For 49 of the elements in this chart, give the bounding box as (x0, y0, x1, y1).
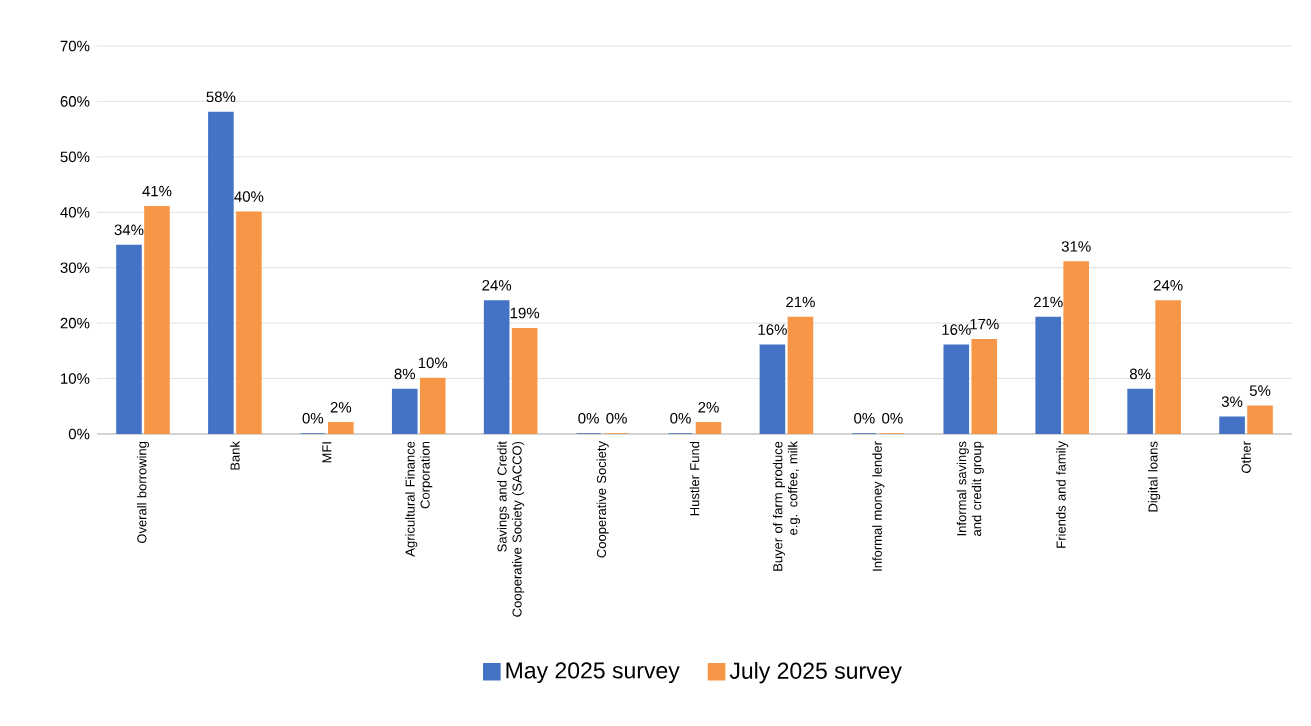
data-label: 16% (758, 324, 787, 335)
data-label: 0% (670, 412, 691, 424)
y-tick-label: 70% (60, 40, 90, 52)
x-tick-label: Buyer of farm produce e.g. coffee, milk (772, 441, 800, 571)
y-tick-label: 20% (60, 317, 90, 329)
data-label: 21% (786, 296, 815, 308)
data-label: 58% (206, 91, 236, 103)
data-label: 34% (114, 224, 144, 236)
y-tick-label: 60% (60, 96, 90, 107)
data-label: 2% (698, 401, 719, 413)
data-label: 10% (418, 357, 448, 369)
x-tick-label: Savings and Credit Cooperative Society (SACCO) (497, 441, 525, 617)
y-tick-label: 30% (60, 262, 90, 274)
x-tick-label: Informal money lender (872, 441, 885, 571)
data-label: 16% (942, 324, 971, 335)
y-tick-label: 50% (60, 151, 90, 163)
data-label: 17% (970, 318, 999, 330)
x-tick-label: MFI (322, 442, 332, 463)
legend-label: May 2025 survey (506, 662, 680, 684)
x-tick-label: Hustler Fund (689, 441, 700, 516)
data-label: 0% (606, 412, 627, 424)
data-label: 2% (330, 401, 352, 413)
x-tick-label: Bank (230, 441, 240, 470)
x-tick-label: Informal savings and credit group (956, 441, 984, 536)
data-label: 40% (234, 191, 264, 202)
data-label: 41% (142, 185, 172, 197)
x-tick-label: Other (1241, 441, 1251, 473)
data-label: 0% (854, 412, 875, 424)
data-label: 31% (1061, 241, 1091, 252)
data-label: 3% (1221, 396, 1243, 407)
data-label: 8% (394, 368, 416, 380)
x-tick-label: Agricultural Finance Corporation (405, 441, 433, 557)
data-label: 0% (302, 412, 324, 424)
legend-label: July 2025 survey (729, 662, 902, 684)
y-tick-label: 40% (60, 206, 90, 218)
data-label: 0% (578, 412, 599, 424)
data-label: 0% (882, 412, 903, 424)
x-tick-label: Friends and family (1056, 441, 1069, 548)
data-label: 8% (1129, 368, 1151, 380)
data-label: 5% (1249, 385, 1271, 396)
y-tick-label: 10% (61, 373, 90, 384)
x-tick-label: Overall borrowing (136, 441, 150, 544)
data-label: 21% (1033, 296, 1063, 308)
x-tick-label: Digital loans (1148, 441, 1161, 512)
data-label: 24% (1153, 280, 1183, 291)
data-label: 19% (510, 307, 540, 319)
y-tick-label: 0% (68, 428, 90, 440)
x-tick-label: Cooperative Society (596, 441, 609, 558)
data-label: 24% (482, 280, 512, 291)
